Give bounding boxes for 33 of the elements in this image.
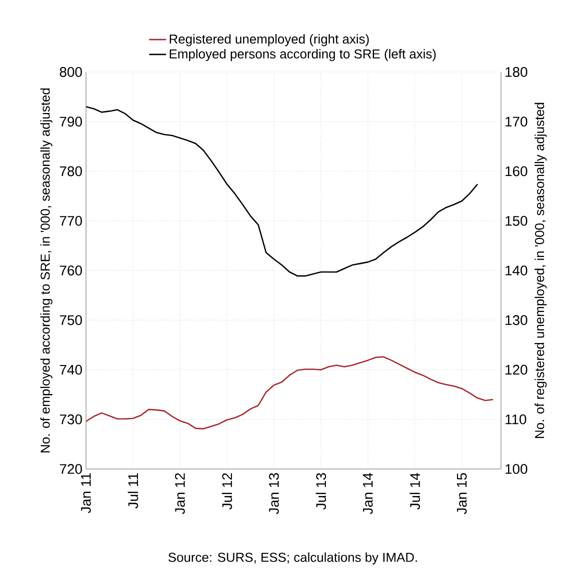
y2-tick-label: 130 [506,315,528,326]
y2-tick-label: 150 [506,216,528,226]
y-tick-label: 740 [60,364,82,375]
x-tick-label: Jan 13 [268,473,279,514]
y-tick-label: 750 [60,315,82,326]
y-tick-label: 760 [60,266,82,276]
x-tick-label: Jul 11 [128,473,138,508]
legend-label: Registered unemployed (right axis) [170,34,369,46]
x-tick-label: Jul 12 [222,473,232,510]
y-tick-label: 800 [60,67,82,77]
x-tick-label: Jul 14 [410,472,420,510]
y2-tick-label: 160 [506,166,528,176]
y2-tick-label: 100 [506,464,528,474]
y-tick-label: 770 [60,216,82,226]
y-tick-label: 730 [60,414,82,424]
y2-tick-label: 170 [506,116,528,127]
y2-tick-label: 140 [506,266,528,276]
source-note: Source: SURS, ESS; calculations by IMAD. [168,552,417,564]
legend-label: Employed persons according to SRE (left axis) [170,48,436,62]
y2-axis-title: No. of registered unemployed, in '000, seasonally adjusted [534,102,547,438]
y2-tick-label: 110 [506,414,526,424]
y2-tick-label: 180 [506,67,528,77]
x-tick-label: Jan 11 [81,473,91,514]
y-tick-label: 720 [60,464,82,474]
y-tick-label: 790 [60,116,82,127]
x-tick-label: Jan 14 [363,472,373,514]
y-tick-label: 780 [60,166,82,176]
x-tick-label: Jan 12 [175,473,185,514]
y2-tick-label: 120 [506,364,528,375]
x-tick-label: Jul 13 [316,473,326,510]
y-axis-title: No. of employed according to SRE, in '000, seasonally adjusted [40,88,52,452]
line-series [86,356,494,430]
x-tick-label: Jan 15 [456,473,467,514]
